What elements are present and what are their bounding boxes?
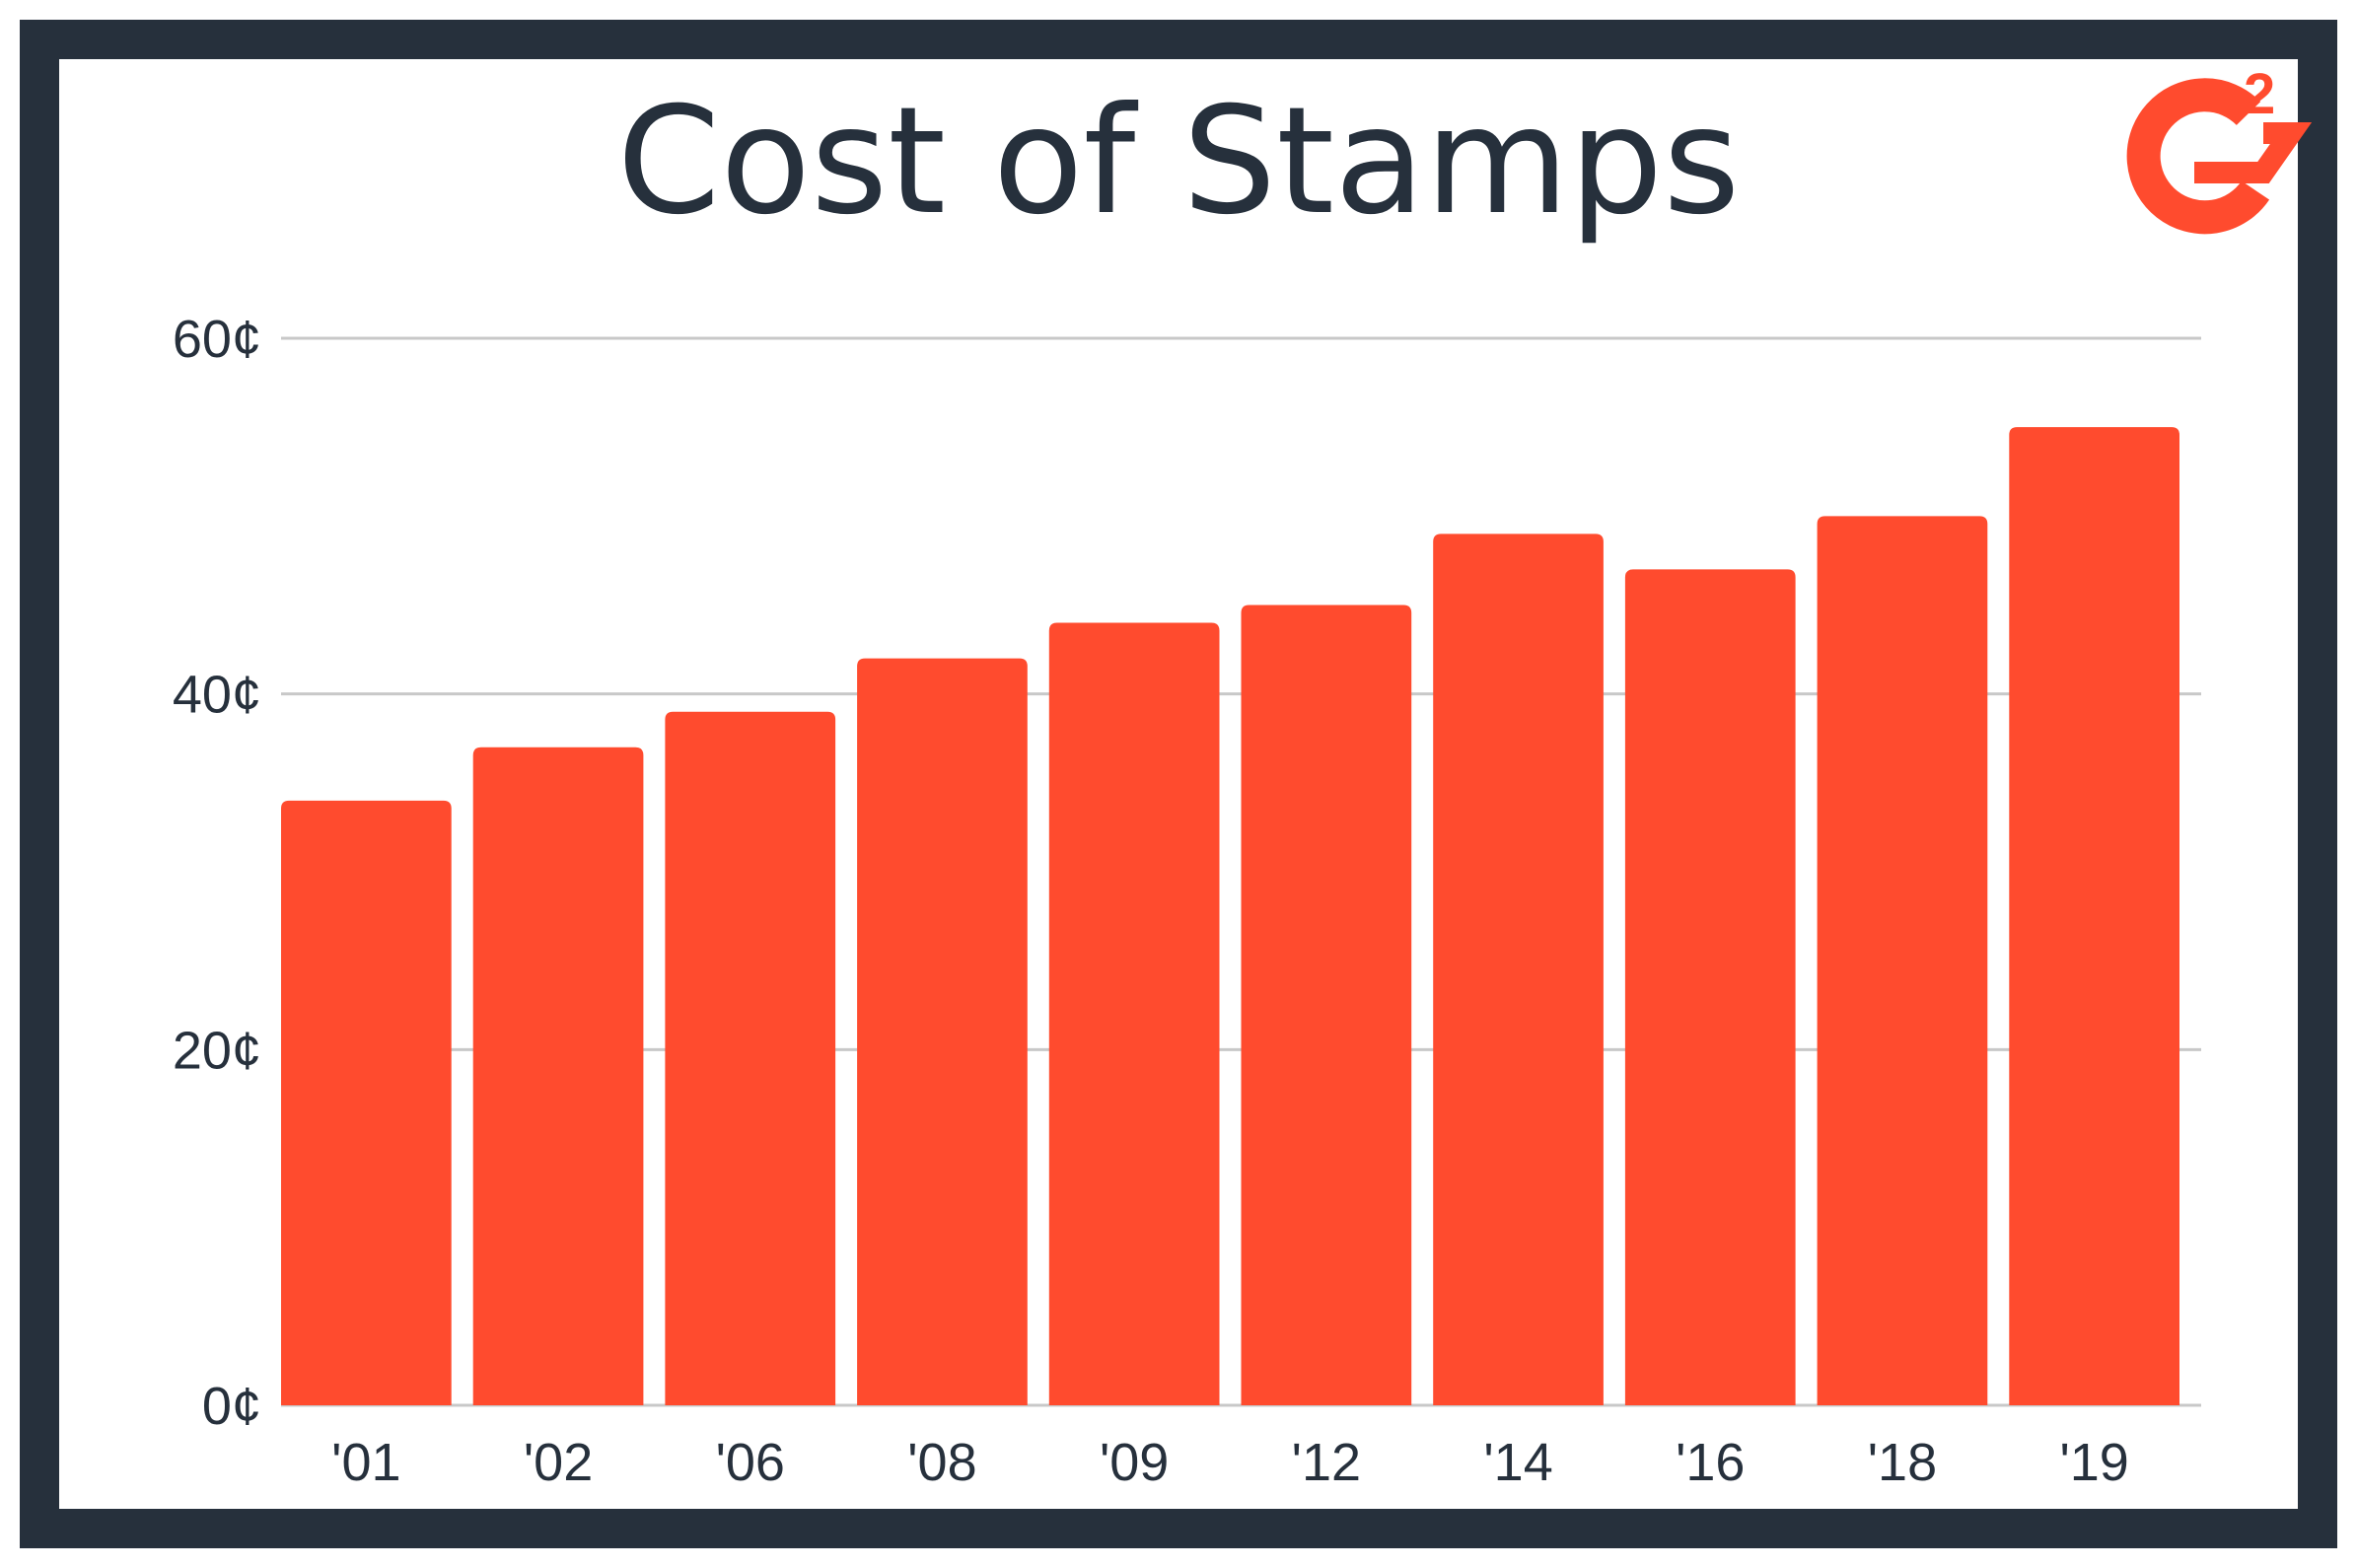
x-tick-label: '02: [524, 1433, 593, 1492]
x-tick-label: '09: [1100, 1433, 1169, 1492]
bar: [2009, 427, 2179, 1406]
y-tick-label: 60¢: [173, 310, 261, 369]
x-tick-label: '08: [907, 1433, 976, 1492]
bar: [281, 800, 452, 1405]
bar: [857, 658, 1028, 1405]
x-axis-ticks: '01 '02 '06 '08 '09 '12 '14 '16 '18 '19: [331, 1433, 2129, 1492]
bar: [1048, 622, 1220, 1405]
bar: [665, 711, 836, 1405]
g2-logo-superscript: 2: [2244, 62, 2275, 126]
x-tick-label: '06: [716, 1433, 785, 1492]
x-tick-label: '14: [1483, 1433, 1552, 1492]
x-tick-label: '19: [2059, 1433, 2128, 1492]
x-tick-label: '01: [331, 1433, 400, 1492]
bars: [281, 427, 2179, 1406]
bar: [1624, 569, 1796, 1405]
y-tick-label: 20¢: [173, 1021, 261, 1080]
bar: [1241, 605, 1412, 1405]
bar: [1433, 534, 1604, 1405]
g2-logo-icon: 2: [2126, 62, 2313, 235]
y-tick-label: 40¢: [173, 666, 261, 725]
x-tick-label: '18: [1868, 1433, 1937, 1492]
y-tick-label: 0¢: [202, 1377, 261, 1436]
x-tick-label: '12: [1292, 1433, 1361, 1492]
x-tick-label: '16: [1676, 1433, 1745, 1492]
bar: [1817, 516, 1988, 1405]
chart-title: Cost of Stamps: [617, 76, 1741, 248]
bar: [472, 747, 644, 1405]
y-axis-ticks: 0¢ 20¢ 40¢ 60¢: [173, 310, 261, 1436]
